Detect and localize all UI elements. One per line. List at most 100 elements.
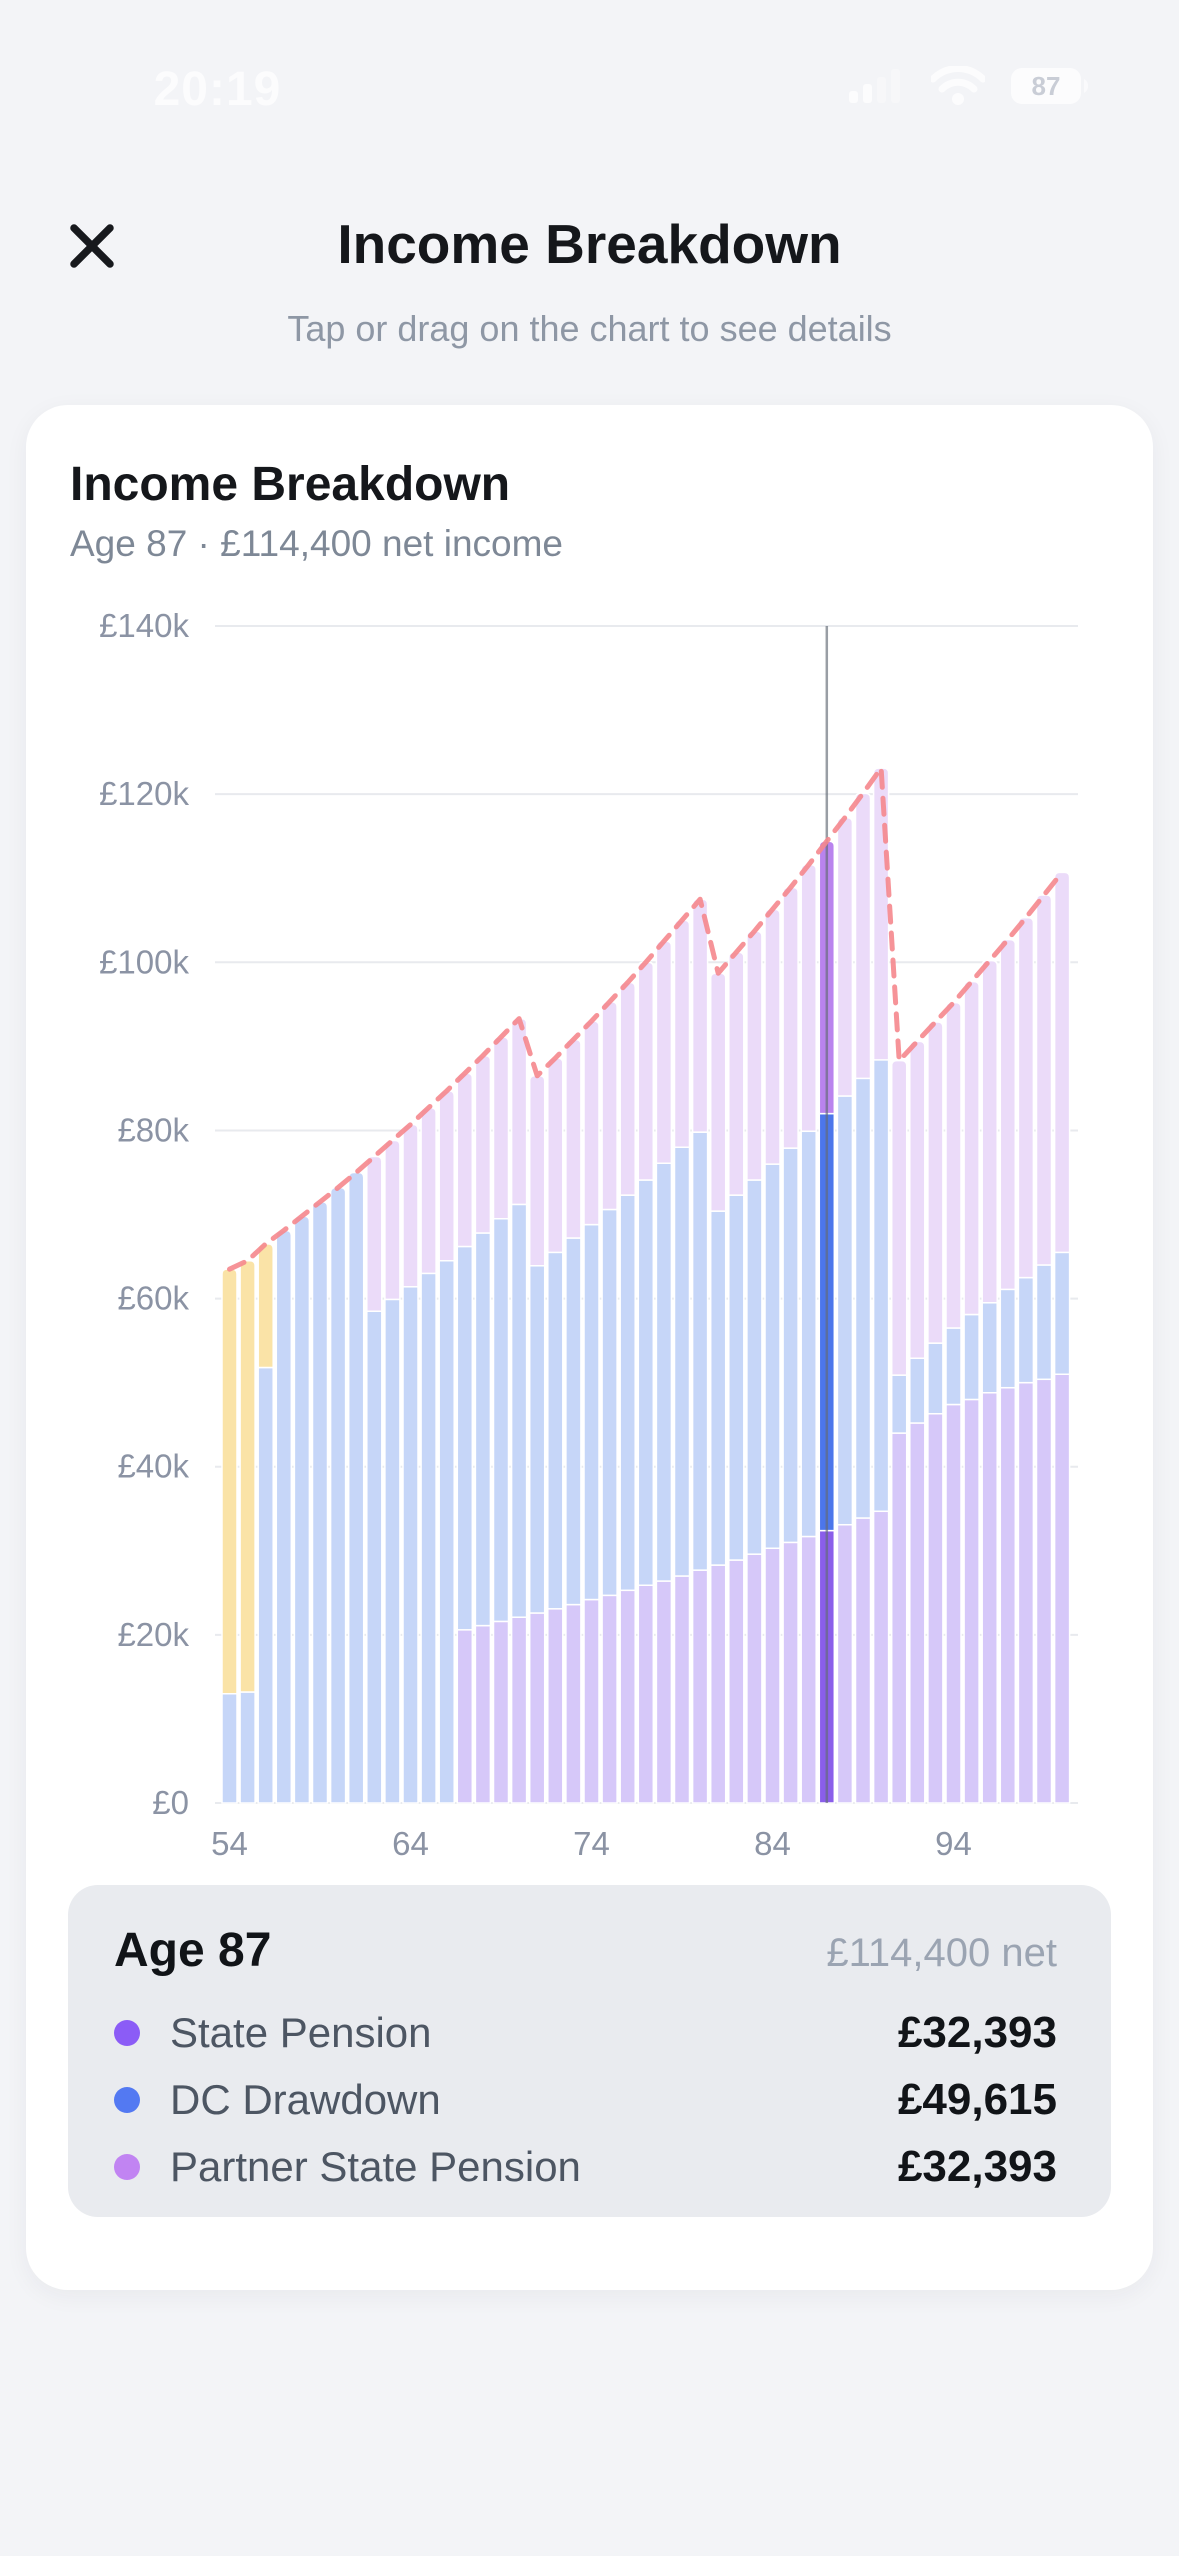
- bar-segment-sp[interactable]: [637, 1584, 655, 1804]
- bar-segment-dc[interactable]: [1035, 1264, 1053, 1381]
- bar-segment-salary[interactable]: [257, 1243, 274, 1369]
- bar-segment-dc[interactable]: [420, 1272, 437, 1804]
- bar-segment-psp[interactable]: [945, 1001, 962, 1329]
- bar-segment-psp[interactable]: [402, 1123, 419, 1288]
- bar-segment-sp[interactable]: [565, 1603, 582, 1804]
- bar-segment-dc[interactable]: [528, 1265, 546, 1614]
- bar-segment-dc[interactable]: [583, 1223, 600, 1601]
- bar-segment-sp[interactable]: [963, 1398, 980, 1804]
- bar-segment-dc[interactable]: [691, 1131, 709, 1571]
- bar-segment-psp[interactable]: [655, 940, 673, 1164]
- bar-segment-dc[interactable]: [800, 1130, 817, 1538]
- bar-segment-dc[interactable]: [474, 1232, 492, 1627]
- bar-segment-dc[interactable]: [402, 1286, 419, 1804]
- bar-segment-sp[interactable]: [746, 1553, 763, 1804]
- bar-segment-psp[interactable]: [366, 1155, 383, 1312]
- bar-segment-psp[interactable]: [1017, 916, 1035, 1279]
- bar-segment-dc[interactable]: [746, 1179, 763, 1555]
- bar-segment-dc[interactable]: [945, 1327, 962, 1406]
- bar-segment-psp[interactable]: [728, 951, 745, 1196]
- bar-segment-sp[interactable]: [890, 1432, 908, 1804]
- bar-segment-psp[interactable]: [673, 919, 691, 1149]
- bar-segment-psp[interactable]: [601, 1001, 618, 1211]
- bar-segment-psp[interactable]: [1035, 894, 1053, 1266]
- bar-segment-sp[interactable]: [510, 1616, 528, 1804]
- bar-segment-sp[interactable]: [456, 1629, 474, 1804]
- bar-segment-dc[interactable]: [963, 1313, 980, 1401]
- bar-segment-psp[interactable]: [927, 1021, 944, 1344]
- bar-segment-dc[interactable]: [547, 1251, 564, 1610]
- bar-segment-sp[interactable]: [655, 1580, 673, 1804]
- bar-segment-dc[interactable]: [601, 1208, 618, 1597]
- bar-segment-psp[interactable]: [438, 1090, 455, 1262]
- bar-segment-sp[interactable]: [583, 1598, 600, 1804]
- bar-segment-dc[interactable]: [456, 1245, 474, 1631]
- income-chart[interactable]: £0 £20k £40k £60k £80k £100k £120k £140k 54 64 74 8…: [26, 405, 1153, 1905]
- bar-segment-sp[interactable]: [619, 1589, 636, 1804]
- bar-segment-psp[interactable]: [474, 1054, 492, 1234]
- bar-segment-dc[interactable]: [492, 1217, 510, 1623]
- bar-segment-psp[interactable]: [637, 961, 655, 1181]
- bar-segment-psp[interactable]: [981, 959, 998, 1304]
- bar-segment-dc[interactable]: [384, 1298, 401, 1804]
- bar-segment-psp[interactable]: [872, 767, 890, 1061]
- bar-segment-dc[interactable]: [221, 1692, 238, 1804]
- bar-segment-sp[interactable]: [764, 1547, 781, 1804]
- bar-segment-sp[interactable]: [800, 1535, 817, 1804]
- bar-segment-psp[interactable]: [619, 981, 636, 1196]
- bar-segment-dc[interactable]: [764, 1163, 781, 1550]
- bar-segment-psp[interactable]: [836, 816, 854, 1097]
- bar-segment-dc[interactable]: [927, 1342, 944, 1415]
- bar-segment-sp[interactable]: [782, 1541, 799, 1804]
- bar-segment-dc[interactable]: [1017, 1276, 1035, 1384]
- bar-segment-sp[interactable]: [1053, 1373, 1071, 1804]
- bar-segment-dc[interactable]: [981, 1302, 998, 1394]
- bar-segment-psp[interactable]: [384, 1139, 401, 1301]
- bar-segment-psp[interactable]: [1053, 871, 1071, 1254]
- bar-segment-psp[interactable]: [764, 908, 781, 1165]
- bar-segment-dc[interactable]: [872, 1059, 890, 1513]
- bar-segment-dc[interactable]: [909, 1357, 926, 1424]
- bar-segment-dc[interactable]: [329, 1186, 347, 1804]
- bar-segment-dc[interactable]: [709, 1210, 727, 1566]
- bar-segment-dc[interactable]: [257, 1366, 274, 1804]
- bar-segment-sp[interactable]: [999, 1386, 1017, 1804]
- bar-segment-psp[interactable]: [800, 864, 817, 1133]
- bar-segment-dc[interactable]: [728, 1194, 745, 1561]
- bar-segment-dc[interactable]: [619, 1194, 636, 1592]
- bar-segment-psp[interactable]: [709, 972, 727, 1212]
- bar-segment-sp[interactable]: [872, 1510, 890, 1804]
- bar-segment-dc[interactable]: [655, 1162, 673, 1582]
- bar-segment-sp[interactable]: [909, 1422, 926, 1804]
- bar-segment-sp[interactable]: [1035, 1378, 1053, 1804]
- bar-segment-sp[interactable]: [492, 1620, 510, 1804]
- bar-segment-psp[interactable]: [909, 1040, 926, 1360]
- bar-segment-dc[interactable]: [637, 1179, 655, 1587]
- close-button[interactable]: [64, 218, 120, 274]
- bar-segment-psp[interactable]: [890, 1059, 908, 1376]
- bar-segment-sp[interactable]: [528, 1612, 546, 1804]
- bar-segment-dc[interactable]: [275, 1229, 293, 1804]
- bar-segment-salary[interactable]: [221, 1268, 238, 1695]
- bar-segment-sp[interactable]: [601, 1594, 618, 1804]
- bar-segment-dc[interactable]: [999, 1288, 1017, 1389]
- bar-segment-dc[interactable]: [836, 1095, 854, 1526]
- bar-segment-psp[interactable]: [691, 898, 709, 1133]
- bar-segment-sp[interactable]: [691, 1569, 709, 1804]
- bar-segment-psp[interactable]: [456, 1072, 474, 1248]
- bar-segment-sp[interactable]: [474, 1624, 492, 1804]
- bar-segment-dc[interactable]: [239, 1691, 256, 1804]
- bar-segment-psp[interactable]: [492, 1036, 510, 1220]
- bar-segment-dc[interactable]: [890, 1374, 908, 1434]
- bar-segment-psp[interactable]: [782, 886, 799, 1149]
- bar-segment-dc[interactable]: [347, 1171, 365, 1804]
- bar-segment-dc[interactable]: [782, 1147, 799, 1544]
- bar-segment-dc[interactable]: [1053, 1251, 1071, 1375]
- bar-segment-dc[interactable]: [438, 1259, 455, 1804]
- bar-segment-psp[interactable]: [420, 1106, 437, 1275]
- bar-segment-sp[interactable]: [945, 1403, 962, 1804]
- bar-segment-salary[interactable]: [239, 1259, 256, 1693]
- bar-segment-psp[interactable]: [854, 792, 872, 1080]
- bar-segment-dc[interactable]: [854, 1077, 872, 1519]
- bar-segment-dc[interactable]: [510, 1203, 528, 1618]
